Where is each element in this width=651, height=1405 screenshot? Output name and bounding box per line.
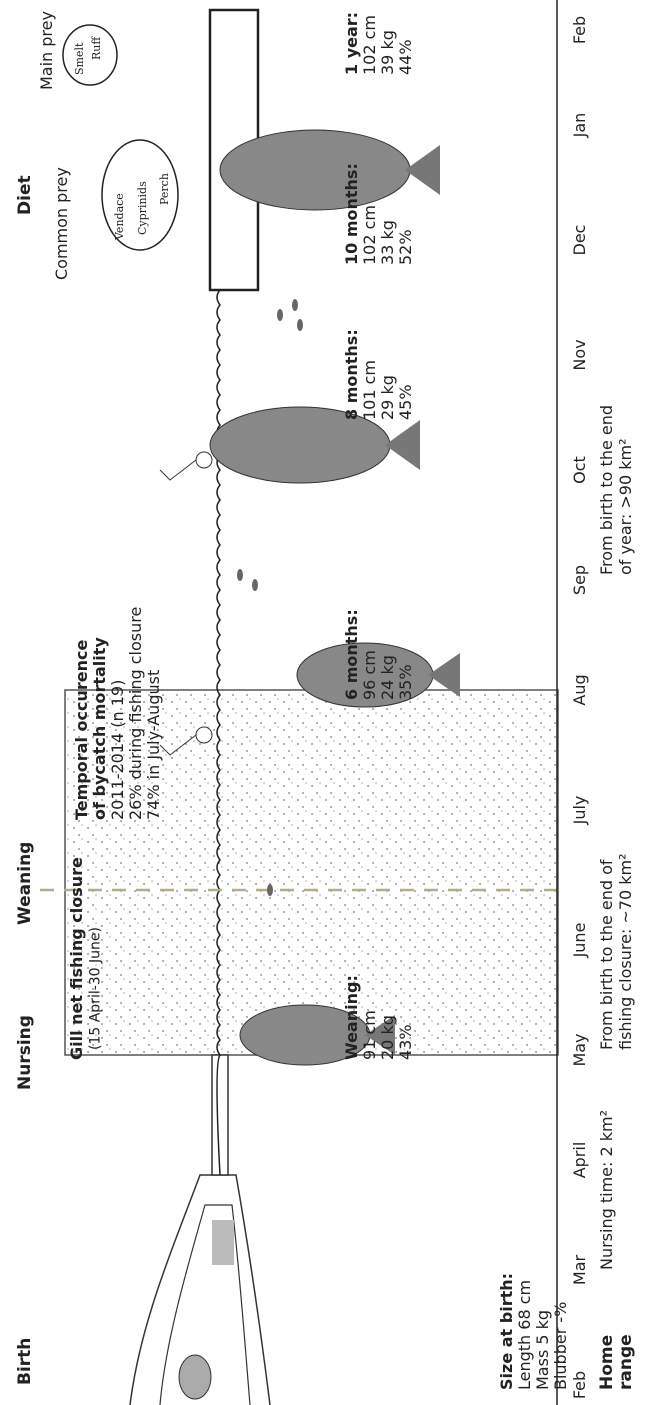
flag [160, 452, 212, 480]
month-label: Oct [570, 456, 589, 484]
den-passage [212, 1220, 234, 1265]
stage-title: 10 months: [342, 163, 361, 265]
month-label: Feb [570, 1371, 589, 1399]
prey-name: Cyprinids [136, 181, 149, 235]
month-label: Mar [570, 1254, 589, 1285]
prey-name: Perch [158, 173, 171, 205]
month-label: Dec [570, 225, 589, 256]
prey-name: Ruff [90, 36, 103, 60]
stage-title: Weaning: [342, 975, 361, 1060]
main-prey-label: Main prey [37, 11, 56, 90]
month-label: Feb [570, 16, 589, 44]
timeline-diagram: Birth Nursing Weaning Diet Feb Mar April May Jun… [0, 0, 651, 1405]
month-label: April [570, 1142, 589, 1179]
closure-title: Gill net fishing closure [67, 857, 86, 1060]
stage-line: 44% [396, 39, 415, 75]
stage-line: Blubber -% [551, 1302, 570, 1390]
infographic: Birth Nursing Weaning Diet Feb Mar April May Jun… [0, 0, 651, 1405]
month-label: June [570, 923, 589, 959]
common-prey-label: Common prey [52, 167, 71, 280]
stage-line: 45% [396, 384, 415, 420]
prey-name: Smelt [73, 42, 86, 75]
stage-line: Mass 5 kg [533, 1310, 552, 1390]
home-range-label: Home [597, 1335, 617, 1390]
home-range-entry: Nursing time: 2 km² [597, 1110, 616, 1270]
section-header: Weaning [15, 842, 35, 925]
page: {"headers": ["Birth", "Nursing", "Weanin… [0, 0, 651, 1405]
section-header: Birth [15, 1338, 35, 1385]
stage-line: 33 kg [378, 220, 397, 265]
stage-line: 43% [396, 1024, 415, 1060]
ice-narrow [212, 1055, 228, 1175]
seal [220, 130, 440, 210]
month-label: Nov [570, 339, 589, 370]
bycatch-line: 74% in July-August [144, 670, 163, 820]
home-range-entry: of year: >90 km² [616, 438, 635, 575]
home-range-entry: From birth to the end of [597, 859, 616, 1050]
stage-line: 35% [396, 664, 415, 700]
stage-title: 8 months: [342, 329, 361, 420]
pup [179, 1355, 211, 1399]
stage-line: 24 kg [378, 655, 397, 700]
stage-line: 101 cm [360, 360, 379, 420]
section-header: Diet [15, 175, 35, 215]
closure-subtitle: (15 April-30 June) [88, 927, 104, 1050]
stage-line: 91 cm [360, 1010, 379, 1060]
stage-line: 96 cm [360, 650, 379, 700]
month-label: Aug [570, 674, 589, 705]
month-label: Jan [570, 113, 589, 139]
section-header: Nursing [15, 1015, 35, 1090]
stage-title: 1 year: [342, 12, 361, 75]
bycatch-line: 2011-2014 (n 19) [108, 680, 127, 820]
month-label: May [570, 1033, 589, 1066]
bycatch-title: of bycatch mortality [90, 637, 109, 820]
prey-name: Vendace [113, 193, 126, 241]
stage-line: 20 kg [378, 1015, 397, 1060]
month-label: July [570, 796, 589, 826]
home-range-entry: fishing closure: ~70 km² [616, 853, 635, 1050]
stage-line: 39 kg [378, 30, 397, 75]
home-range-label: range [616, 1334, 636, 1390]
month-label: Sep [570, 565, 589, 595]
bycatch-line: 26% during fishing closure [126, 607, 145, 820]
stage-line: 29 kg [378, 375, 397, 420]
stage-title: 6 months: [342, 609, 361, 700]
home-range-entry: From birth to the end [597, 405, 616, 575]
stage-line: 102 cm [360, 15, 379, 75]
stage-line: Length 68 cm [515, 1280, 534, 1390]
stage-line: 52% [396, 229, 415, 265]
stage-title: Size at birth: [497, 1273, 516, 1390]
stage-line: 102 cm [360, 205, 379, 265]
bycatch-title: Temporal occurence [72, 640, 91, 820]
